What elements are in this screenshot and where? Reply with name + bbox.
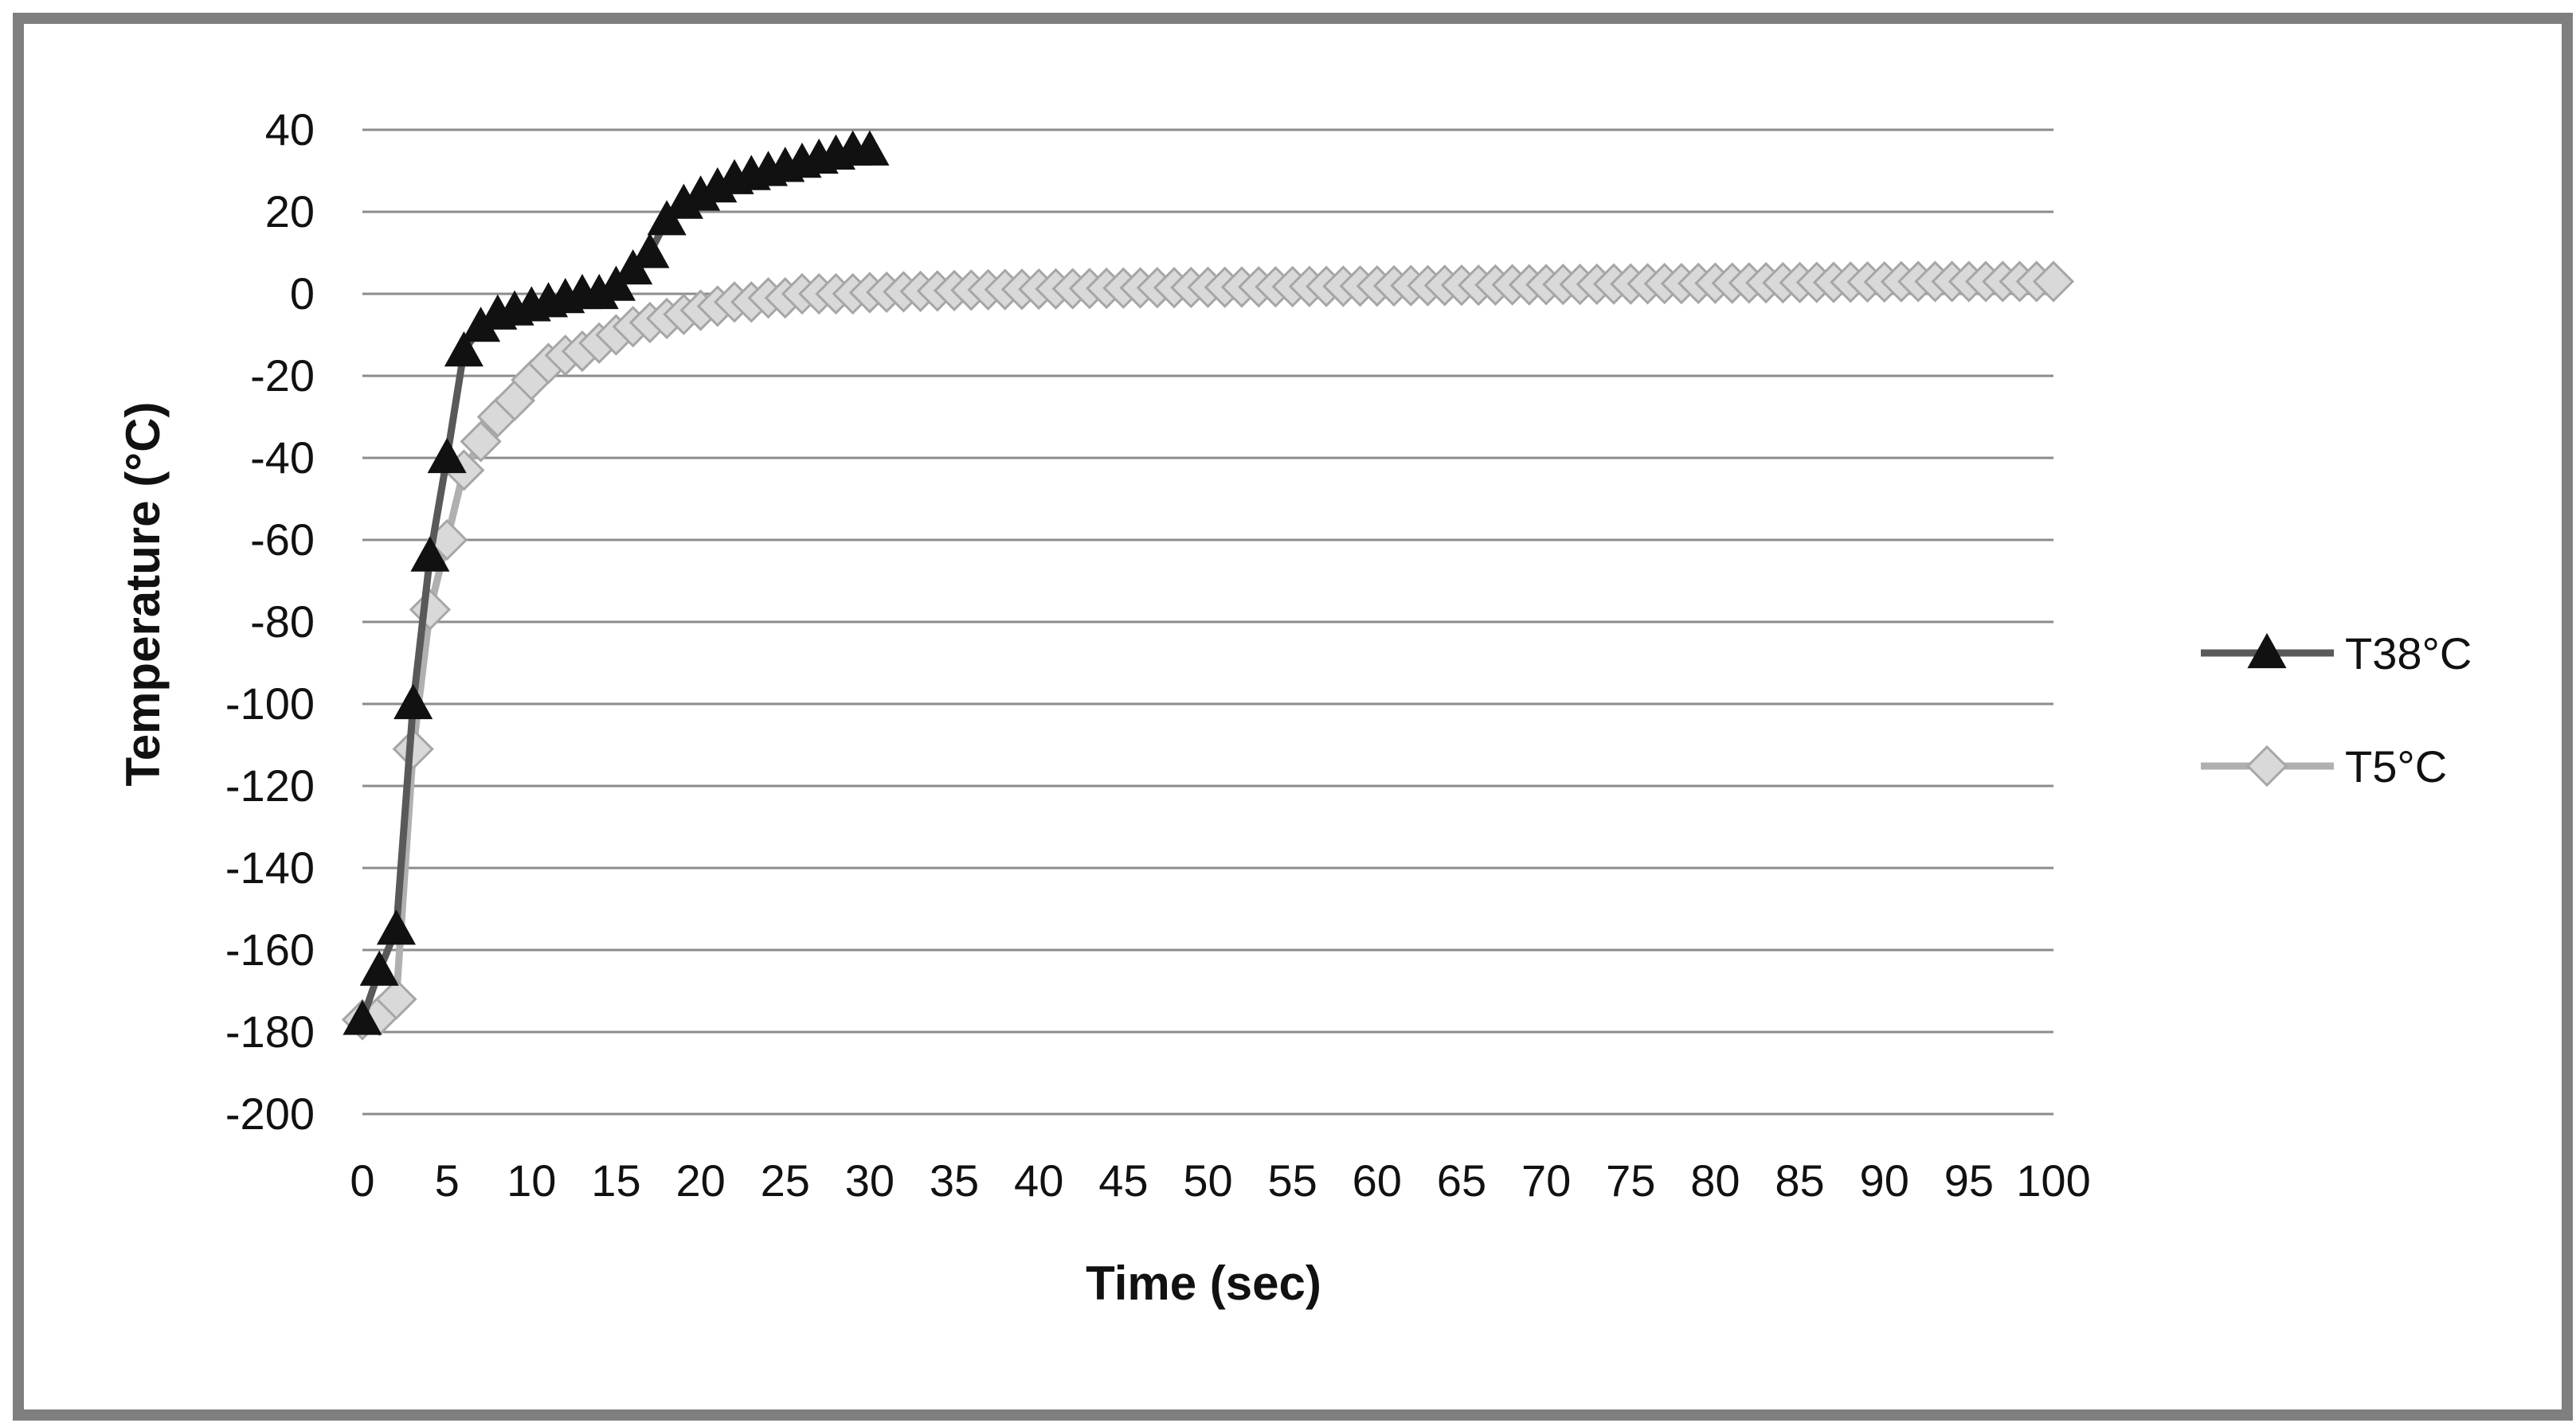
series-line bbox=[361, 278, 2053, 1023]
x-tick-labels: 0 5 10 15 20 25 30 35 40 45 50 55 60 65 70 75 80 85 90 95 10… bbox=[350, 1155, 2090, 1206]
y-tick-label: -120 bbox=[225, 760, 315, 811]
x-tick-label: 50 bbox=[1183, 1155, 1232, 1206]
y-tick-labels: 40 20 0 -20 -40 -60 -80 -100 -120 -140 -160 -180 -20… bbox=[225, 104, 315, 1139]
y-tick-label: -80 bbox=[250, 596, 315, 647]
legend-label: T5°C bbox=[2345, 741, 2447, 792]
series-T38°C bbox=[343, 130, 890, 1035]
x-tick-label: 75 bbox=[1606, 1155, 1655, 1206]
x-axis-title: Time (sec) bbox=[1086, 1257, 1321, 1310]
y-tick-label: -160 bbox=[225, 925, 315, 975]
data-point bbox=[2032, 260, 2075, 303]
x-tick-label: 40 bbox=[1014, 1155, 1063, 1206]
x-tick-label: 85 bbox=[1775, 1155, 1824, 1206]
y-tick-label: 20 bbox=[265, 186, 315, 237]
data-point bbox=[359, 950, 399, 986]
data-point bbox=[444, 331, 483, 367]
data-point bbox=[376, 909, 417, 945]
y-tick-label: -60 bbox=[250, 514, 315, 565]
x-tick-label: 90 bbox=[1860, 1155, 1909, 1206]
x-tick-label: 60 bbox=[1353, 1155, 1402, 1206]
x-tick-label: 0 bbox=[350, 1155, 374, 1206]
y-tick-label: -40 bbox=[250, 432, 315, 483]
legend-marker bbox=[2245, 745, 2288, 788]
x-tick-label: 95 bbox=[1944, 1155, 1994, 1206]
legend-marker bbox=[2247, 632, 2287, 669]
x-tick-label: 70 bbox=[1521, 1155, 1571, 1206]
x-tick-label: 10 bbox=[507, 1155, 556, 1206]
x-tick-label: 25 bbox=[761, 1155, 810, 1206]
x-tick-label: 15 bbox=[591, 1155, 640, 1206]
x-tick-label: 35 bbox=[930, 1155, 979, 1206]
y-tick-label: -20 bbox=[250, 350, 315, 401]
data-point bbox=[460, 420, 502, 463]
x-tick-label: 65 bbox=[1437, 1155, 1486, 1206]
y-tick-label: -100 bbox=[225, 678, 315, 729]
data-point bbox=[343, 999, 382, 1035]
data-point bbox=[393, 683, 433, 720]
legend-label: T38°C bbox=[2345, 628, 2472, 678]
x-tick-label: 5 bbox=[435, 1155, 460, 1206]
y-tick-label: 0 bbox=[290, 268, 315, 319]
y-tick-label: -200 bbox=[225, 1089, 315, 1139]
x-tick-label: 45 bbox=[1098, 1155, 1148, 1206]
chart-frame bbox=[13, 13, 2573, 1421]
data-point bbox=[427, 437, 467, 474]
series bbox=[341, 130, 2075, 1041]
y-axis-title: Temperature (°C) bbox=[116, 402, 170, 787]
legend-item: T5°C bbox=[2201, 741, 2447, 792]
data-point bbox=[630, 233, 670, 268]
series-T5°C bbox=[341, 260, 2075, 1041]
x-tick-label: 80 bbox=[1690, 1155, 1740, 1206]
y-tick-label: -140 bbox=[225, 842, 315, 893]
legend: T38°C T5°C bbox=[2201, 628, 2472, 792]
y-tick-label: -180 bbox=[225, 1007, 315, 1057]
data-point bbox=[850, 130, 890, 166]
legend-item: T38°C bbox=[2201, 628, 2472, 678]
x-tick-label: 55 bbox=[1268, 1155, 1317, 1206]
x-tick-label: 30 bbox=[845, 1155, 895, 1206]
data-point bbox=[410, 536, 450, 572]
data-point bbox=[375, 978, 417, 1020]
x-tick-label: 20 bbox=[675, 1155, 725, 1206]
y-tick-label: 40 bbox=[265, 104, 315, 154]
x-tick-label: 100 bbox=[2016, 1155, 2090, 1206]
